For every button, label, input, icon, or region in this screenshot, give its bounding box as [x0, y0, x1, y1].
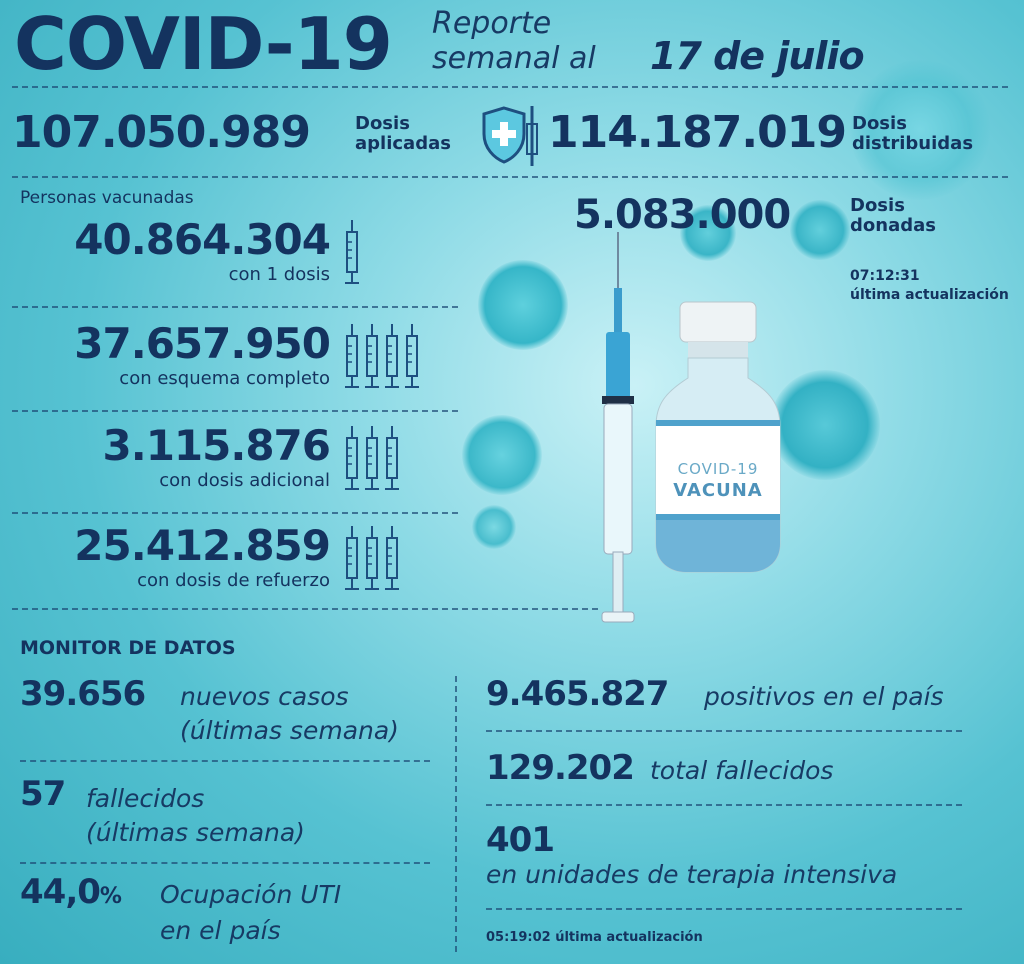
icu-units-value: 401 [486, 820, 555, 860]
new-cases-label: nuevos casos [180, 682, 349, 711]
vaccinated-title: Personas vacunadas [20, 188, 194, 208]
virus-icon [472, 505, 516, 549]
shield-plus-icon [480, 104, 540, 168]
new-cases-period: (últimas semana) [180, 716, 399, 745]
virus-icon [478, 260, 568, 350]
vaccinated-value: 3.115.876 [102, 421, 331, 470]
icu-units-label: en unidades de terapia intensiva [486, 860, 898, 889]
divider [486, 730, 962, 732]
positives-label: positivos en el país [704, 682, 944, 711]
deaths-label: fallecidos [86, 784, 205, 813]
icu-occupancy-value: 44,0% [20, 872, 122, 912]
divider [20, 760, 430, 762]
total-deaths-value: 129.202 [486, 748, 635, 788]
icu-occupancy-label-1: Ocupación UTI [160, 880, 342, 909]
divider [486, 908, 962, 910]
syringe-icon-group [342, 220, 362, 294]
syringe-icon [382, 324, 402, 398]
applied-doses-value: 107.050.989 [12, 107, 311, 158]
doses-update-label: última actualización [850, 287, 1009, 303]
vertical-divider [455, 676, 457, 952]
donated-doses-label: Dosis donadas [850, 195, 936, 236]
syringe-icon [342, 426, 362, 500]
syringe-icon-group [342, 526, 402, 600]
divider [12, 86, 1008, 88]
vaccinated-label: con 1 dosis [228, 264, 330, 285]
divider [12, 306, 458, 308]
vaccinated-value: 25.412.859 [74, 521, 331, 570]
syringe-icon [382, 426, 402, 500]
divider [12, 410, 458, 412]
syringe-icon [382, 526, 402, 600]
donated-doses-value: 5.083.000 [574, 192, 791, 238]
vaccinated-label: con dosis adicional [159, 470, 330, 491]
subtitle-line2: semanal al [432, 41, 596, 76]
vaccine-vial-icon [650, 300, 786, 575]
doses-update-time: 07:12:31 [850, 268, 920, 284]
syringe-icon [362, 324, 382, 398]
virus-icon [680, 205, 736, 261]
syringe-icon [362, 426, 382, 500]
syringe-icon [342, 324, 362, 398]
new-cases-value: 39.656 [20, 674, 146, 714]
virus-icon [770, 370, 880, 480]
monitor-title: MONITOR DE DATOS [20, 637, 236, 659]
distributed-doses-value: 114.187.019 [548, 107, 847, 158]
vaccinated-label: con dosis de refuerzo [137, 570, 330, 591]
icu-occupancy-label-2: en el país [160, 916, 281, 945]
vaccinated-value: 37.657.950 [74, 319, 331, 368]
total-deaths-label: total fallecidos [650, 756, 834, 785]
subtitle-line1: Reporte [432, 6, 552, 41]
monitor-update: 05:19:02 última actualización [486, 930, 703, 945]
vial-label-line1: COVID-19 [677, 460, 759, 478]
virus-icon [790, 200, 850, 260]
deaths-value: 57 [20, 774, 66, 814]
report-date: 17 de julio [650, 34, 865, 78]
vaccinated-label: con esquema completo [119, 368, 330, 389]
page-title: COVID-19 [14, 2, 393, 86]
divider [12, 608, 598, 610]
deaths-period: (últimas semana) [86, 818, 305, 847]
vaccinated-value: 40.864.304 [74, 215, 331, 264]
syringe-icon [342, 526, 362, 600]
distributed-doses-label: Dosis distribuidas [852, 113, 974, 154]
divider [12, 512, 458, 514]
positives-value: 9.465.827 [486, 674, 669, 714]
divider [486, 804, 962, 806]
virus-icon [462, 415, 542, 495]
syringe-illustration [598, 232, 638, 632]
syringe-icon [402, 324, 422, 398]
divider [12, 176, 1008, 178]
applied-doses-label: Dosis aplicadas [355, 113, 451, 154]
syringe-icon [342, 220, 362, 294]
syringe-icon-group [342, 426, 402, 500]
vial-label-line2: VACUNA [673, 480, 763, 501]
divider [20, 862, 430, 864]
syringe-icon-group [342, 324, 422, 398]
syringe-icon [362, 526, 382, 600]
